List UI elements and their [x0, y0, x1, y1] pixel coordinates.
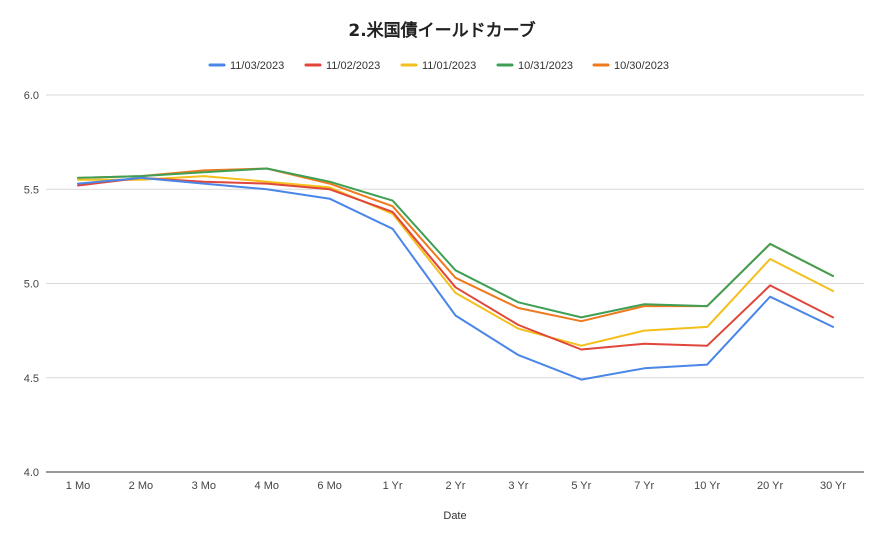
x-tick-label: 30 Yr	[820, 480, 846, 492]
legend-label: 10/30/2023	[614, 60, 669, 72]
y-tick-label: 4.5	[24, 373, 39, 385]
x-tick-label: 1 Yr	[383, 480, 403, 492]
x-tick-label: 10 Yr	[694, 480, 720, 492]
x-axis-ticks: 1 Mo 2 Mo 3 Mo 4 Mo 6 Mo 1 Yr 2 Yr 3 Yr 5 Yr 7 Yr…	[66, 480, 847, 492]
legend-label: 11/01/2023	[422, 60, 476, 72]
legend-label: 10/31/2023	[518, 60, 573, 72]
x-tick-label: 4 Mo	[255, 480, 279, 492]
gridlines	[46, 94, 864, 473]
x-tick-label: 6 Mo	[317, 480, 341, 492]
x-tick-label: 2 Yr	[446, 480, 466, 492]
series-line	[77, 176, 834, 381]
x-tick-label: 1 Mo	[66, 480, 90, 492]
series-line	[77, 176, 834, 351]
x-tick-label: 7 Yr	[634, 480, 654, 492]
legend: 11/03/2023 11/02/2023 11/01/2023 10/31/2023…	[208, 60, 669, 72]
x-tick-label: 2 Mo	[129, 480, 153, 492]
x-tick-label: 5 Yr	[571, 480, 591, 492]
x-tick-label: 3 Mo	[192, 480, 216, 492]
y-tick-label: 4.0	[24, 467, 39, 479]
legend-item: 10/31/2023	[496, 60, 573, 72]
series-line	[77, 167, 834, 319]
x-tick-label: 20 Yr	[757, 480, 783, 492]
x-axis-title: Date	[443, 510, 466, 522]
series-lines	[77, 167, 834, 381]
legend-item: 10/30/2023	[592, 60, 669, 72]
legend-label: 11/02/2023	[326, 60, 380, 72]
chart-title: 2.米国債イールドカーブ	[348, 20, 535, 41]
series-line	[77, 167, 834, 323]
y-axis-ticks: 4.0 4.5 5.0 5.5 6.0	[24, 90, 39, 479]
legend-item: 11/01/2023	[400, 60, 476, 72]
y-tick-label: 6.0	[24, 90, 39, 102]
legend-item: 11/03/2023	[208, 60, 284, 72]
x-tick-label: 3 Yr	[508, 480, 528, 492]
legend-item: 11/02/2023	[304, 60, 380, 72]
series-line	[77, 175, 834, 347]
y-tick-label: 5.0	[24, 279, 39, 291]
y-tick-label: 5.5	[24, 184, 39, 196]
legend-label: 11/03/2023	[230, 60, 284, 72]
